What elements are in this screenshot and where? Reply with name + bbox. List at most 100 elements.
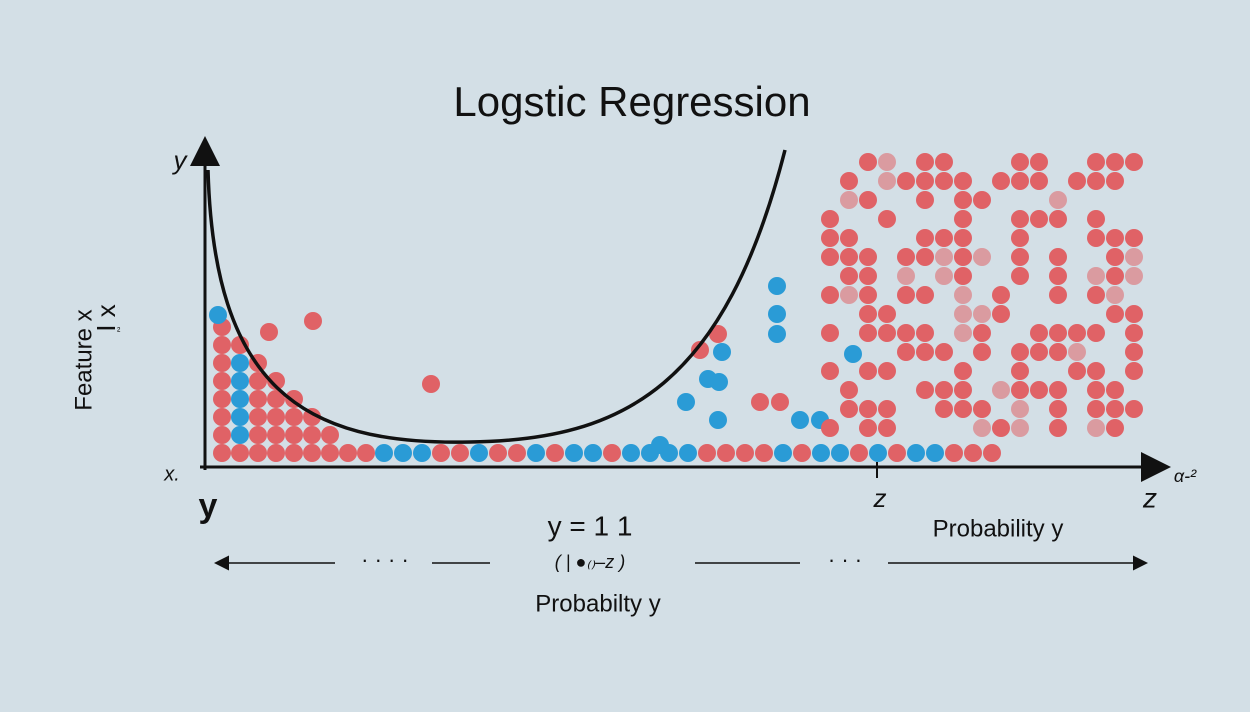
point xyxy=(1049,248,1067,266)
point xyxy=(1030,381,1048,399)
point xyxy=(897,324,915,342)
point xyxy=(1087,400,1105,418)
point xyxy=(285,408,303,426)
point xyxy=(508,444,526,462)
point xyxy=(973,305,991,323)
axis-label: y xyxy=(172,145,189,175)
point xyxy=(973,248,991,266)
point xyxy=(1087,324,1105,342)
point xyxy=(859,286,877,304)
point xyxy=(1049,324,1067,342)
point xyxy=(1125,305,1143,323)
point xyxy=(954,248,972,266)
ellipsis: · · · · xyxy=(361,547,409,572)
point xyxy=(973,419,991,437)
point xyxy=(888,444,906,462)
point xyxy=(717,444,735,462)
point xyxy=(231,426,249,444)
point xyxy=(249,390,267,408)
point xyxy=(698,444,716,462)
point xyxy=(1011,229,1029,247)
point xyxy=(691,341,709,359)
point xyxy=(897,286,915,304)
point xyxy=(859,362,877,380)
axis-label: I x xyxy=(91,304,121,331)
point xyxy=(249,372,267,390)
point xyxy=(821,324,839,342)
axis-label: z xyxy=(1142,482,1157,513)
point xyxy=(1049,210,1067,228)
point xyxy=(840,267,858,285)
point xyxy=(935,343,953,361)
axis-label: Feature x xyxy=(70,309,97,410)
point xyxy=(1030,343,1048,361)
point xyxy=(1011,267,1029,285)
point xyxy=(821,210,839,228)
point xyxy=(267,408,285,426)
point xyxy=(859,324,877,342)
point xyxy=(983,444,1001,462)
point xyxy=(267,372,285,390)
point xyxy=(321,444,339,462)
point xyxy=(1125,153,1143,171)
formula: y = 1 1 xyxy=(548,510,633,541)
point xyxy=(357,444,375,462)
point xyxy=(954,324,972,342)
point xyxy=(907,444,925,462)
point xyxy=(916,191,934,209)
point xyxy=(679,444,697,462)
point xyxy=(916,248,934,266)
point xyxy=(1106,153,1124,171)
point xyxy=(768,277,786,295)
point xyxy=(954,362,972,380)
point xyxy=(840,229,858,247)
point xyxy=(249,426,267,444)
point xyxy=(1011,172,1029,190)
point xyxy=(603,444,621,462)
point xyxy=(736,444,754,462)
point xyxy=(651,436,669,454)
point xyxy=(954,286,972,304)
point xyxy=(840,172,858,190)
point xyxy=(1011,362,1029,380)
curve xyxy=(206,149,787,444)
point xyxy=(840,286,858,304)
point xyxy=(954,381,972,399)
point xyxy=(859,153,877,171)
point xyxy=(771,393,789,411)
point xyxy=(859,191,877,209)
point xyxy=(303,426,321,444)
point xyxy=(954,210,972,228)
point xyxy=(840,400,858,418)
point xyxy=(935,400,953,418)
point xyxy=(1068,324,1086,342)
point xyxy=(1106,286,1124,304)
point xyxy=(267,390,285,408)
point xyxy=(1106,400,1124,418)
point xyxy=(1049,286,1067,304)
point xyxy=(992,419,1010,437)
point xyxy=(859,400,877,418)
point xyxy=(432,444,450,462)
point xyxy=(859,267,877,285)
point xyxy=(1049,343,1067,361)
point xyxy=(1125,343,1143,361)
point xyxy=(793,444,811,462)
point xyxy=(935,267,953,285)
axis-label: ² xyxy=(117,327,121,338)
point xyxy=(1011,153,1029,171)
point xyxy=(1049,400,1067,418)
point xyxy=(1125,229,1143,247)
point xyxy=(713,343,731,361)
point xyxy=(897,343,915,361)
point xyxy=(831,444,849,462)
point xyxy=(1087,172,1105,190)
point xyxy=(954,305,972,323)
point xyxy=(935,153,953,171)
point xyxy=(303,444,321,462)
point xyxy=(622,444,640,462)
point xyxy=(916,324,934,342)
point xyxy=(840,191,858,209)
point xyxy=(1068,172,1086,190)
point xyxy=(249,444,267,462)
